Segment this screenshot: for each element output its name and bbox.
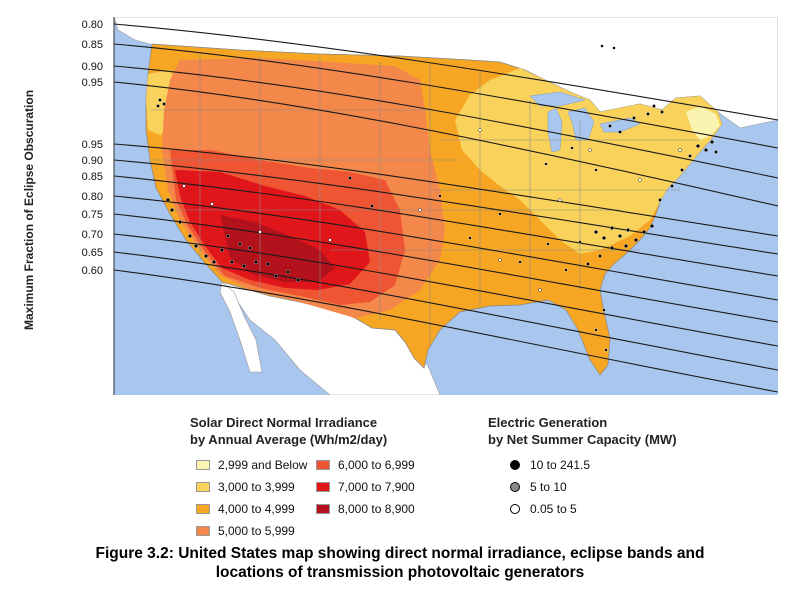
marker-medium-icon — [510, 482, 520, 492]
irradiance-legend-label: 4,000 to 4,999 — [218, 502, 295, 516]
swatch-8000 — [316, 504, 330, 514]
swatch-5000 — [196, 526, 210, 536]
generation-legend-label: 0.05 to 5 — [530, 502, 577, 516]
great-lakes — [529, 91, 641, 153]
irradiance-legend-item: 5,000 to 5,999 — [196, 523, 295, 539]
irradiance-legend-title-line2: by Annual Average (Wh/m2/day) — [190, 432, 388, 447]
generation-legend-item: 10 to 241.5 — [510, 457, 590, 473]
y-axis-tick-labels: 0.80 0.85 0.90 0.95 0.95 0.90 0.85 0.80 … — [82, 19, 103, 277]
irradiance-legend-item: 6,000 to 6,999 — [316, 457, 415, 473]
irradiance-legend-item: 8,000 to 8,900 — [316, 501, 415, 517]
figure-caption: Figure 3.2: United States map showing di… — [0, 544, 800, 582]
tick-label-top-1: 0.85 — [82, 39, 103, 51]
y-axis-label: Maximum Fraction of Eclipse Obscuration — [22, 89, 36, 330]
swatch-6000 — [316, 460, 330, 470]
generation-legend-label: 5 to 10 — [530, 480, 567, 494]
generation-legend-title-line2: by Net Summer Capacity (MW) — [488, 432, 677, 447]
irradiance-legend-item: 3,000 to 3,999 — [196, 479, 295, 495]
swatch-3000 — [196, 482, 210, 492]
tick-label-lower-2: 0.85 — [82, 171, 103, 183]
irradiance-zone-2999 — [686, 106, 720, 140]
irradiance-legend-title: Solar Direct Normal Irradiance by Annual… — [190, 414, 387, 448]
eclipse-obscuration-bands — [114, 23, 778, 393]
state-borders — [150, 52, 700, 345]
generation-legend-item: 0.05 to 5 — [510, 501, 577, 517]
irradiance-legend-label: 2,999 and Below — [218, 458, 308, 472]
tick-label-lower-7: 0.60 — [82, 265, 103, 277]
marker-small-icon — [510, 504, 520, 514]
irradiance-legend-item: 7,000 to 7,900 — [316, 479, 415, 495]
tick-label-lower-1: 0.90 — [82, 155, 103, 167]
swatch-7000 — [316, 482, 330, 492]
generator-markers — [156, 44, 718, 352]
swatch-2999 — [196, 460, 210, 470]
irradiance-legend-label: 6,000 to 6,999 — [338, 458, 415, 472]
tick-label-lower-5: 0.70 — [82, 229, 103, 241]
tick-label-top-0: 0.80 — [82, 19, 103, 31]
map-figure: 0.80 0.85 0.90 0.95 0.95 0.90 0.85 0.80 … — [82, 17, 778, 395]
irradiance-zone-8000 — [220, 215, 335, 282]
generation-legend-title: Electric Generation by Net Summer Capaci… — [488, 414, 677, 448]
tick-label-lower-4: 0.75 — [82, 209, 103, 221]
generation-legend-label: 10 to 241.5 — [530, 458, 591, 472]
irradiance-legend-item: 2,999 and Below — [196, 457, 307, 473]
tick-label-top-2: 0.90 — [82, 61, 103, 73]
baja-california — [219, 281, 263, 373]
irradiance-zone-3000 — [455, 68, 722, 254]
irradiance-legend-title-line1: Solar Direct Normal Irradiance — [190, 415, 378, 430]
generator-markers-small — [182, 128, 682, 292]
irradiance-legend-label: 8,000 to 8,900 — [338, 502, 415, 516]
generation-legend-item: 5 to 10 — [510, 479, 567, 495]
irradiance-legend-item: 4,000 to 4,999 — [196, 501, 295, 517]
tick-label-lower-3: 0.80 — [82, 191, 103, 203]
tick-label-lower-0: 0.95 — [82, 139, 103, 151]
tick-label-lower-6: 0.65 — [82, 247, 103, 259]
irradiance-legend-label: 7,000 to 7,900 — [338, 480, 415, 494]
irradiance-legend-label: 3,000 to 3,999 — [218, 480, 295, 494]
tick-label-top-3: 0.95 — [82, 77, 103, 89]
figure-caption-line1: Figure 3.2: United States map showing di… — [95, 545, 705, 562]
generation-legend-title-line1: Electric Generation — [488, 415, 608, 430]
figure-caption-line2: locations of transmission photovoltaic g… — [215, 564, 585, 581]
marker-large-icon — [510, 460, 520, 470]
irradiance-legend-label: 5,000 to 5,999 — [218, 524, 295, 538]
swatch-4000 — [196, 504, 210, 514]
